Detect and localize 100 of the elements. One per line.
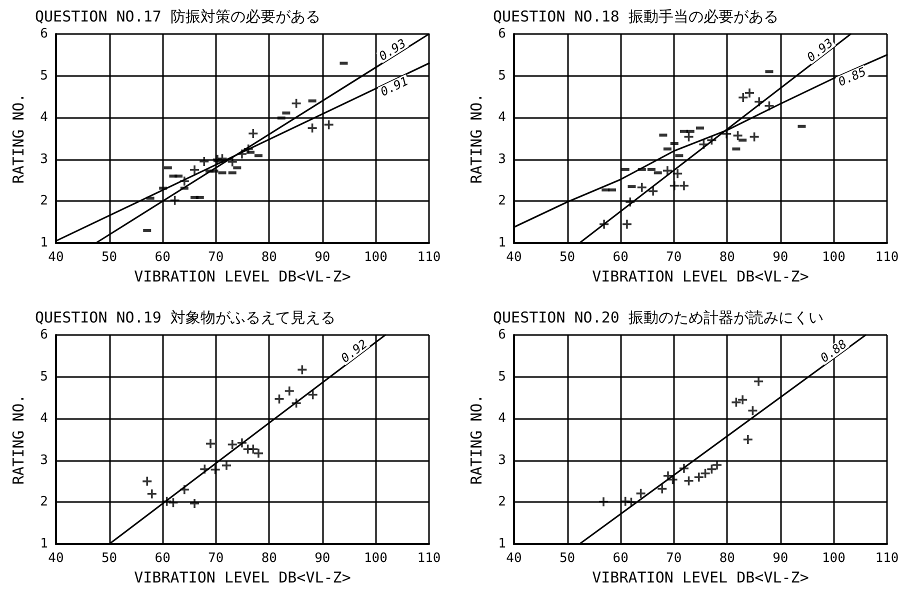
point bbox=[142, 476, 152, 486]
y-tick-label: 5 bbox=[498, 68, 506, 84]
point bbox=[190, 165, 200, 174]
point bbox=[168, 498, 178, 508]
point bbox=[745, 88, 754, 98]
x-tick-label: 80 bbox=[261, 551, 277, 566]
point bbox=[637, 182, 646, 192]
x-tick-label: 100 bbox=[822, 250, 846, 265]
point bbox=[648, 186, 658, 196]
x-tick-label: 50 bbox=[101, 551, 118, 566]
point bbox=[248, 128, 258, 138]
x-tick-label: 50 bbox=[559, 250, 576, 265]
x-tick-label: 40 bbox=[506, 551, 522, 566]
chart-title: QUESTION NO.19 対象物がふるえて見える bbox=[35, 308, 336, 326]
x-tick-label: 50 bbox=[559, 551, 576, 566]
point bbox=[190, 498, 200, 508]
x-tick-label: 110 bbox=[875, 551, 899, 566]
point bbox=[228, 440, 237, 450]
chart-title: QUESTION NO.20 振動のため計器が読みにくい bbox=[493, 308, 824, 326]
point bbox=[254, 448, 263, 458]
y-axis-title: RATING NO. bbox=[10, 394, 28, 485]
y-tick-label: 1 bbox=[498, 536, 506, 552]
y-tick-label: 4 bbox=[40, 110, 48, 126]
x-axis-title: VIBRATION LEVEL DB<VL-Z> bbox=[134, 568, 351, 586]
y-tick-label: 6 bbox=[40, 328, 48, 342]
annotation: 0.85 bbox=[836, 64, 868, 89]
x-tick-label: 60 bbox=[154, 551, 170, 566]
y-tick-label: 6 bbox=[498, 328, 506, 342]
x-axis-title: VIBRATION LEVEL DB<VL-Z> bbox=[592, 568, 809, 586]
point bbox=[200, 156, 209, 166]
point bbox=[679, 181, 688, 190]
x-tick-label: 100 bbox=[822, 551, 846, 566]
y-tick-label: 3 bbox=[498, 452, 506, 468]
point bbox=[274, 394, 284, 404]
point bbox=[673, 169, 682, 178]
annotation: 0.91 bbox=[378, 74, 410, 99]
x-tick-label: 60 bbox=[612, 250, 628, 265]
y-tick-label: 3 bbox=[498, 152, 506, 167]
y-axis-title: RATING NO. bbox=[468, 93, 486, 184]
y-tick-label: 1 bbox=[40, 536, 48, 552]
x-axis-title: VIBRATION LEVEL DB<VL-Z> bbox=[134, 268, 351, 286]
x-tick-label: 100 bbox=[364, 551, 388, 566]
x-tick-label: 80 bbox=[719, 551, 735, 566]
y-tick-label: 4 bbox=[498, 411, 506, 426]
chart-title: QUESTION NO.18 振動手当の必要がある bbox=[493, 8, 778, 26]
point bbox=[733, 131, 742, 140]
point bbox=[170, 196, 180, 205]
x-tick-label: 70 bbox=[666, 250, 682, 265]
y-tick-label: 3 bbox=[40, 152, 48, 167]
point bbox=[248, 444, 258, 454]
y-tick-label: 1 bbox=[498, 236, 506, 250]
x-tick-label: 110 bbox=[875, 250, 899, 265]
point bbox=[738, 93, 748, 102]
point bbox=[228, 157, 237, 166]
x-tick-label: 60 bbox=[154, 250, 170, 265]
point bbox=[622, 220, 632, 229]
point bbox=[712, 460, 722, 470]
point bbox=[222, 460, 232, 470]
y-tick-label: 5 bbox=[498, 369, 506, 384]
x-tick-label: 60 bbox=[612, 551, 628, 566]
x-tick-label: 100 bbox=[364, 250, 388, 265]
x-tick-label: 90 bbox=[772, 551, 788, 566]
y-tick-label: 2 bbox=[498, 194, 506, 209]
chart-title: QUESTION NO.17 防振対策の必要がある bbox=[35, 8, 320, 26]
x-tick-label: 80 bbox=[261, 250, 277, 265]
point bbox=[754, 376, 764, 386]
point bbox=[292, 98, 301, 108]
point bbox=[658, 484, 667, 494]
y-tick-label: 5 bbox=[40, 68, 48, 84]
x-tick-label: 90 bbox=[314, 551, 330, 566]
point bbox=[210, 465, 220, 474]
point bbox=[670, 181, 679, 190]
x-tick-label: 90 bbox=[772, 250, 788, 265]
y-tick-label: 5 bbox=[40, 369, 48, 384]
x-tick-label: 40 bbox=[48, 551, 64, 566]
point bbox=[662, 166, 672, 176]
point bbox=[743, 435, 752, 444]
y-axis-title: RATING NO. bbox=[468, 394, 486, 485]
y-tick-label: 6 bbox=[498, 26, 506, 42]
point bbox=[722, 129, 732, 138]
y-tick-label: 6 bbox=[40, 26, 48, 42]
y-axis-title: RATING NO. bbox=[10, 93, 28, 184]
y-tick-label: 4 bbox=[40, 411, 48, 426]
point bbox=[206, 439, 216, 448]
x-tick-label: 70 bbox=[208, 551, 224, 566]
y-tick-label: 1 bbox=[40, 236, 48, 250]
point bbox=[636, 488, 646, 498]
point bbox=[308, 124, 317, 133]
y-tick-label: 3 bbox=[40, 452, 48, 468]
point bbox=[147, 489, 156, 498]
point bbox=[684, 476, 694, 486]
x-tick-label: 40 bbox=[506, 250, 522, 265]
x-tick-label: 70 bbox=[666, 551, 682, 566]
point bbox=[738, 395, 748, 404]
y-tick-label: 4 bbox=[498, 110, 506, 126]
point bbox=[284, 386, 294, 396]
point bbox=[599, 497, 608, 506]
point bbox=[700, 468, 710, 478]
x-tick-label: 90 bbox=[314, 250, 330, 265]
point bbox=[694, 472, 704, 482]
